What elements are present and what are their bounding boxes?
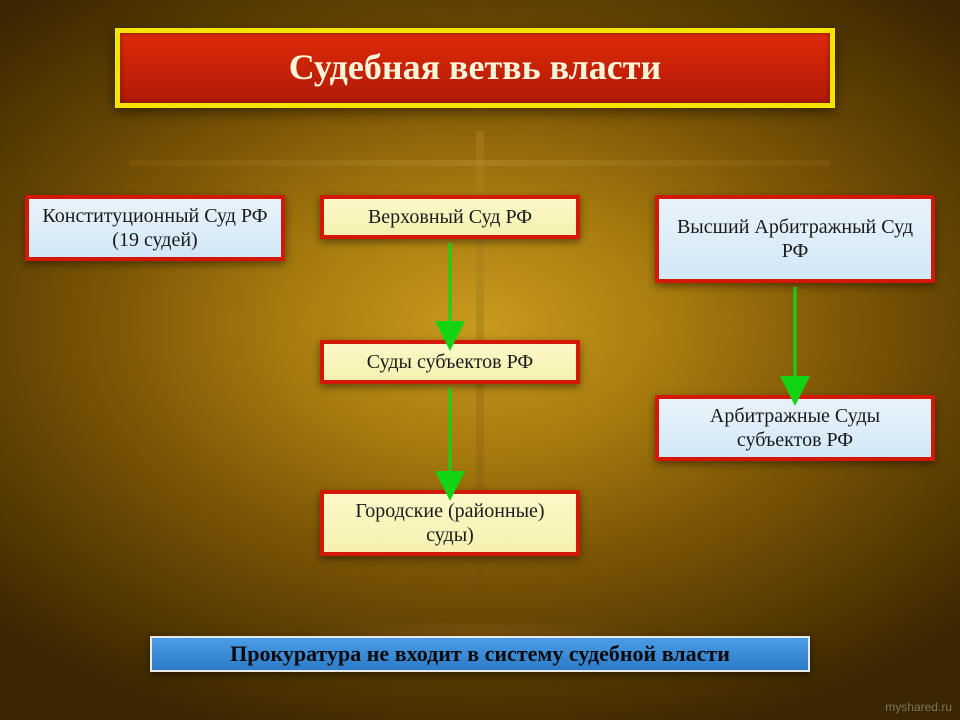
- node-label: Суды субъектов РФ: [367, 350, 533, 374]
- footer-note: Прокуратура не входит в систему судебной…: [150, 636, 810, 672]
- footer-text: Прокуратура не входит в систему судебной…: [230, 641, 730, 667]
- node-supreme-court: Верховный Суд РФ: [320, 195, 580, 239]
- node-arbitration-subject-courts: Арбитражные Суды субъектов РФ: [655, 395, 935, 461]
- watermark-text: myshared.ru: [885, 700, 952, 714]
- node-city-courts: Городские (районные) суды): [320, 490, 580, 556]
- title-text: Судебная ветвь власти: [289, 46, 661, 89]
- watermark: myshared.ru: [885, 700, 952, 714]
- node-subject-courts: Суды субъектов РФ: [320, 340, 580, 384]
- node-label: Городские (районные) суды): [334, 499, 566, 547]
- node-label: Арбитражные Суды субъектов РФ: [669, 404, 921, 452]
- node-label: Конституционный Суд РФ (19 судей): [39, 204, 271, 252]
- diagram-title: Судебная ветвь власти: [115, 28, 835, 108]
- node-label: Верховный Суд РФ: [368, 205, 532, 229]
- node-higher-arbitration-court: Высший Арбитражный Суд РФ: [655, 195, 935, 283]
- node-constitutional-court: Конституционный Суд РФ (19 судей): [25, 195, 285, 261]
- node-label: Высший Арбитражный Суд РФ: [669, 215, 921, 263]
